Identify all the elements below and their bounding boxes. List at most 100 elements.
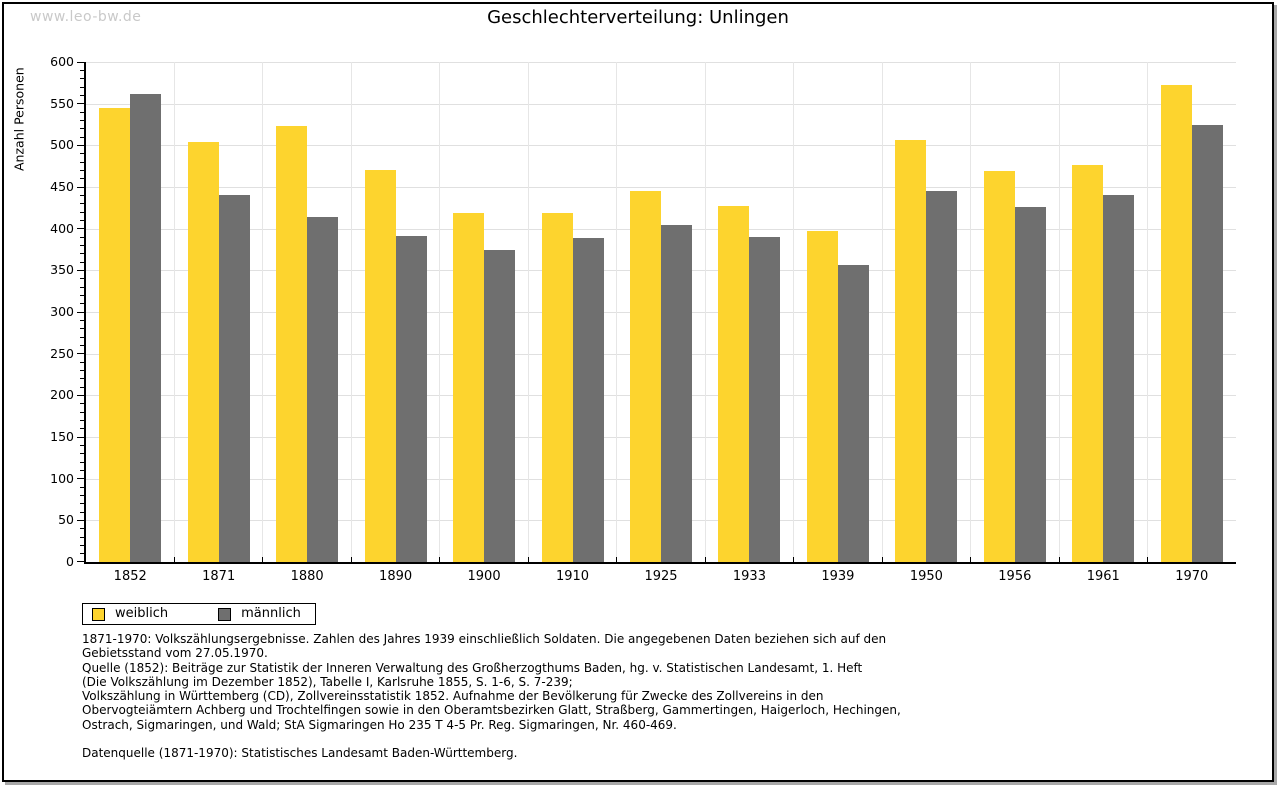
y-axis-minor-tick (80, 336, 84, 338)
bar-männlich-1925 (661, 224, 692, 562)
x-axis-category-label: 1910 (555, 569, 590, 584)
x-axis-tick (439, 557, 441, 562)
y-axis-major-tick (77, 144, 84, 146)
y-axis-minor-tick (80, 244, 84, 246)
y-axis-minor-tick (80, 536, 84, 538)
y-axis-minor-tick (80, 178, 84, 180)
bar-männlich-1852 (130, 93, 162, 562)
bar-weiblich-1939 (806, 231, 838, 562)
x-axis-category-label: 1871 (202, 569, 236, 584)
x-axis-tick (173, 557, 175, 562)
y-axis-major-tick (77, 311, 84, 313)
bar-weiblich-1961 (1072, 165, 1104, 562)
y-axis-minor-tick (80, 528, 84, 530)
bar-männlich-1956 (1014, 207, 1046, 562)
x-axis-category-label: 1970 (1175, 569, 1209, 584)
gridline-vertical (527, 62, 529, 562)
chart-title: Geschlechterverteilung: Unlingen (487, 7, 789, 28)
y-axis-major-tick (77, 228, 84, 230)
y-axis-major-tick (77, 561, 84, 562)
x-axis-category-label: 1939 (821, 569, 855, 584)
y-axis-minor-tick (80, 203, 84, 205)
bar-weiblich-1880 (276, 126, 308, 562)
gridline-vertical (793, 62, 795, 562)
y-axis-minor-tick (80, 153, 84, 155)
y-axis-tick-label: 50 (58, 512, 74, 528)
x-axis-category-label: 1890 (379, 569, 413, 584)
y-axis-minor-tick (80, 328, 84, 330)
gridline-vertical (970, 62, 972, 562)
y-axis-tick-label: 500 (50, 137, 74, 153)
bar-weiblich-1925 (630, 191, 661, 562)
y-axis-tick-label: 400 (50, 220, 74, 236)
y-axis-minor-tick (80, 119, 84, 121)
y-axis-minor-tick (80, 161, 84, 163)
y-axis-minor-tick (80, 236, 84, 238)
y-axis-minor-tick (80, 219, 84, 221)
footnote-line: Ostrach, Sigmaringen, und Wald; StA Sigm… (82, 717, 677, 732)
x-axis-tick (881, 557, 883, 562)
legend-label-männlich: männlich (241, 606, 301, 621)
bar-männlich-1890 (395, 236, 427, 562)
legend-swatch-weiblich (92, 607, 105, 621)
x-axis-tick (527, 557, 529, 562)
x-axis-tick (704, 557, 706, 562)
chart-frame: www.leo-bw.de Geschlechterverteilung: Un… (2, 2, 1274, 782)
x-axis-tick (970, 557, 972, 562)
x-axis-tick (262, 557, 264, 562)
gridline-vertical (881, 62, 883, 562)
y-axis-minor-tick (80, 361, 84, 363)
y-axis-minor-tick (80, 494, 84, 496)
x-axis-category-label: 1933 (732, 569, 766, 584)
gridline-horizontal (86, 103, 1236, 105)
y-axis-minor-tick (80, 86, 84, 88)
x-axis-tick (793, 557, 795, 562)
y-axis-tick-label: 550 (50, 95, 74, 111)
bar-weiblich-1871 (187, 142, 219, 562)
footnote-line (82, 732, 901, 746)
watermark-text: www.leo-bw.de (30, 9, 142, 25)
y-axis-minor-tick (80, 253, 84, 255)
bar-weiblich-1933 (718, 206, 750, 562)
y-axis-tick-label: 600 (50, 54, 74, 69)
y-axis-minor-tick (80, 503, 84, 505)
y-axis-tick-label: 300 (50, 304, 74, 319)
x-axis-category-label: 1900 (467, 569, 501, 584)
y-axis-major-tick (77, 61, 84, 63)
y-axis-minor-tick (80, 136, 84, 138)
bar-männlich-1871 (218, 195, 250, 562)
y-axis-minor-tick (80, 303, 84, 305)
y-axis-minor-tick (80, 461, 84, 463)
x-axis-category-label: 1961 (1086, 569, 1120, 584)
y-axis-major-tick (77, 353, 84, 355)
y-axis-minor-tick (80, 194, 84, 196)
y-axis-tick-label: 200 (50, 387, 74, 403)
x-axis-category-label: 1950 (909, 569, 943, 584)
y-axis-minor-tick (80, 419, 84, 421)
footnotes: 1871-1970: Volkszählungsergebnisse. Zahl… (82, 632, 901, 761)
y-axis-minor-tick (80, 386, 84, 388)
y-axis-title: Anzahl Personen (11, 67, 27, 172)
x-axis-category-label: 1880 (290, 569, 324, 584)
bar-männlich-1970 (1191, 125, 1223, 562)
bar-männlich-1900 (484, 250, 516, 562)
y-axis-major-tick (77, 394, 84, 396)
gridline-vertical (1058, 62, 1060, 562)
x-axis-tick (616, 557, 618, 562)
bar-weiblich-1910 (541, 212, 573, 562)
y-axis-minor-tick (80, 78, 84, 80)
footnote-line: Volkszählung in Württemberg (CD), Zollve… (82, 689, 824, 704)
gridline-vertical (262, 62, 264, 562)
y-axis-minor-tick (80, 319, 84, 321)
x-axis-tick (350, 557, 352, 562)
footnote-line: (Die Volkszählung im Dezember 1852), Tab… (82, 674, 573, 689)
gridline-vertical (350, 62, 352, 562)
y-axis-minor-tick (80, 453, 84, 455)
bar-weiblich-1956 (983, 171, 1015, 562)
x-axis-tick (1147, 557, 1149, 562)
legend: weiblich männlich (82, 603, 316, 625)
y-axis-minor-tick (80, 444, 84, 446)
footnote-line: Obervogteiämtern Achberg und Trochtelfin… (82, 703, 901, 718)
gridline-vertical (616, 62, 618, 562)
gridline-vertical (1147, 62, 1149, 562)
